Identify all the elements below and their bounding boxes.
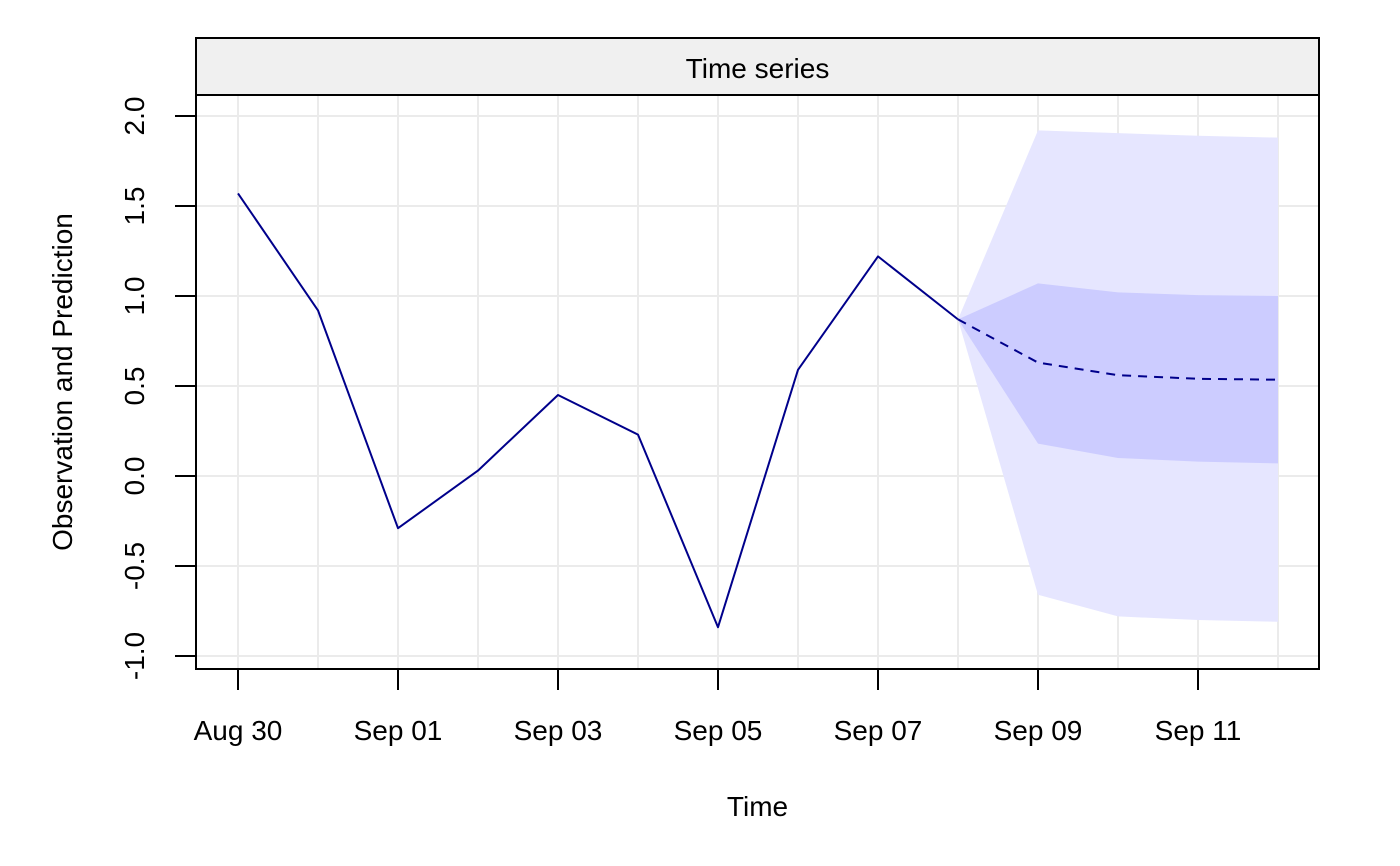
- prediction-line: [957, 318, 1279, 381]
- x-tick-label: Sep 03: [514, 715, 603, 746]
- y-tick-label: 2.0: [119, 97, 150, 136]
- prediction-band-2: [958, 283, 1278, 464]
- strip-header: Time series: [195, 37, 1320, 96]
- x-tick-label: Aug 30: [194, 715, 283, 746]
- y-tick-label: -1.0: [119, 632, 150, 680]
- x-tick-label: Sep 11: [1155, 715, 1242, 746]
- y-tick-label: 1.5: [119, 187, 150, 226]
- x-tick-label: Sep 07: [834, 715, 923, 746]
- series-lines: [237, 192, 1279, 629]
- y-tick-label: -0.5: [119, 542, 150, 590]
- y-tick-label: 1.0: [119, 277, 150, 316]
- observation-line: [237, 192, 959, 629]
- strip-background: [195, 37, 1320, 96]
- y-axis-title: Observation and Prediction: [47, 213, 78, 551]
- y-tick-label: 0.0: [119, 457, 150, 496]
- chart-title: Time series: [686, 53, 830, 84]
- x-axis-title: Time: [727, 791, 788, 822]
- x-axis: Aug 30 Sep 01 Sep 03 Sep 05 Sep 07 Sep 09 Sep …: [194, 668, 1242, 746]
- x-tick-label: Sep 09: [994, 715, 1083, 746]
- y-axis: -1.0 -0.5 0.0 0.5 1.0 1.5 2.0: [119, 97, 197, 680]
- prediction-bands: [958, 130, 1278, 622]
- x-tick-label: Sep 05: [674, 715, 763, 746]
- x-tick-label: Sep 01: [354, 715, 443, 746]
- y-tick-label: 0.5: [119, 367, 150, 406]
